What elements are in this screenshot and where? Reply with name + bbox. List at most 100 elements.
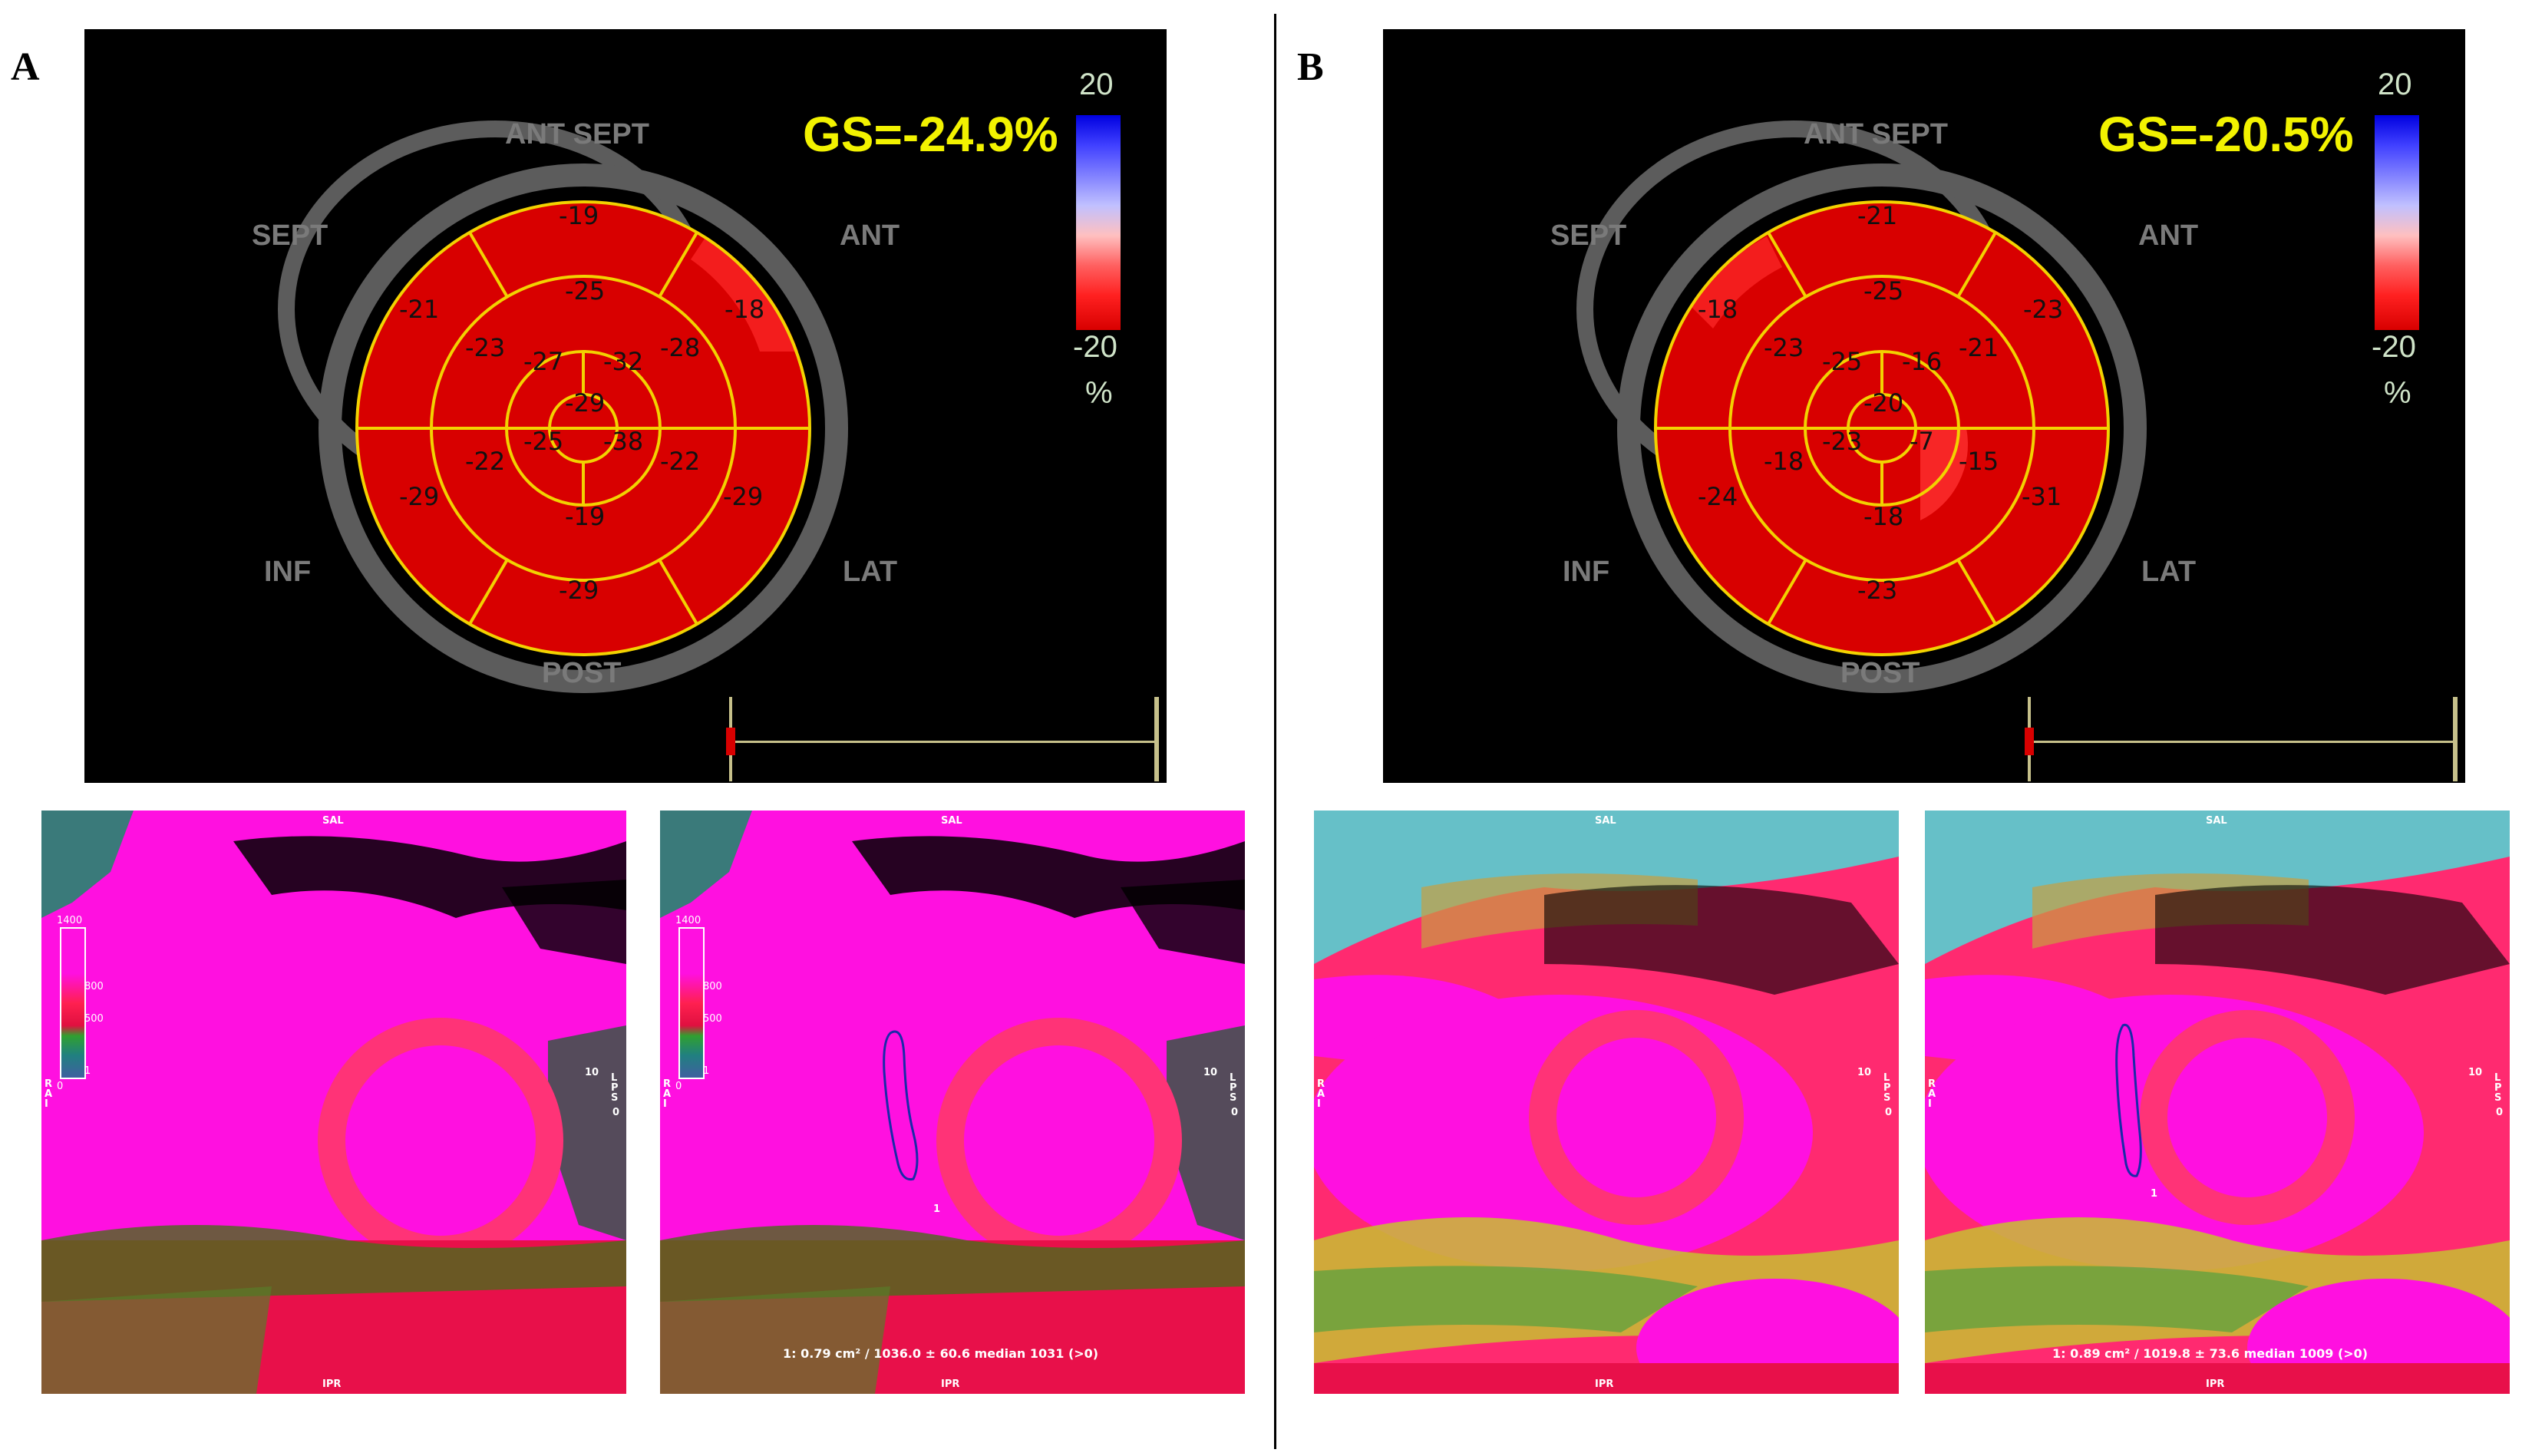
scale-bottom-label: -20: [1073, 330, 1117, 364]
map-right-number: 10: [1857, 1067, 1872, 1078]
t1-legend: [60, 927, 86, 1079]
segment-value: -21: [399, 295, 440, 324]
map-left-orientation: R A I: [1928, 1078, 1936, 1110]
legend-value: 1: [703, 1065, 710, 1077]
strain-color-scale: [2375, 115, 2419, 330]
t1-map-a-right: 1400 800 500 1 0 SAL IPR R A I 10 L P S …: [660, 811, 1245, 1394]
timeline-bar[interactable]: [2025, 697, 2458, 781]
scale-bottom-label: -20: [2372, 330, 2416, 364]
highlight-region: [1690, 236, 1782, 329]
roi-outline[interactable]: [883, 1030, 919, 1181]
segment-value: -21: [1857, 201, 1898, 230]
bullseye-panel-a: ANT SEPT SEPT ANT INF LAT POST GS=-24.9%…: [84, 29, 1167, 783]
map-right-zero: 0: [1231, 1107, 1239, 1118]
roi-outline[interactable]: [2115, 1023, 2142, 1177]
map-left-orientation: R A I: [45, 1078, 53, 1110]
segment-value-apex: -29: [565, 388, 606, 418]
timeline-bar[interactable]: [726, 697, 1159, 781]
roi-label: 1: [933, 1203, 941, 1215]
segment-value: -16: [1902, 347, 1943, 376]
panel-label-a: A: [11, 45, 40, 89]
map-right-number: 10: [2468, 1067, 2483, 1078]
label-lat: LAT: [2141, 556, 2197, 588]
map-left-orientation: R A I: [1317, 1078, 1325, 1110]
label-post: POST: [542, 657, 622, 689]
outer-ring: [319, 163, 848, 693]
scale-top-label: 20: [2378, 68, 2412, 101]
global-strain-value: GS=-20.5%: [2098, 107, 2354, 162]
map-right-number: 10: [1203, 1067, 1218, 1078]
segment-value: -24: [1698, 482, 1738, 511]
label-inf: INF: [264, 556, 312, 588]
legend-value: 1400: [57, 915, 83, 926]
segment-value: -32: [603, 347, 644, 376]
segment-value: -25: [565, 276, 606, 305]
segment-value: -25: [1822, 347, 1863, 376]
segment-value: -23: [1764, 333, 1804, 362]
map-right-orientation: L P S: [1883, 1072, 1891, 1104]
map-right-orientation: L P S: [1230, 1072, 1237, 1104]
segment-value: -22: [660, 447, 701, 476]
segment-value: -18: [1764, 447, 1804, 476]
segment-value: -19: [559, 201, 599, 230]
segment-value: -38: [603, 427, 644, 456]
segment-lines: [1654, 200, 2110, 656]
segment-value: -29: [559, 576, 599, 605]
bullseye-plot-b: [1576, 121, 2147, 693]
t1-map-a-left: 1400 800 500 1 0 SAL IPR R A I 10 L P S …: [41, 811, 626, 1394]
label-ant: ANT: [840, 220, 900, 252]
legend-value: 500: [84, 1013, 104, 1025]
map-top-label: SAL: [322, 815, 344, 827]
segment-value: -18: [725, 295, 765, 324]
label-sept: SEPT: [1550, 220, 1627, 252]
segment-value: -18: [1698, 295, 1738, 324]
segment-value: -29: [723, 482, 764, 511]
segment-value: -31: [2022, 482, 2062, 511]
label-ant-sept: ANT SEPT: [505, 118, 649, 150]
panel-label-b: B: [1297, 45, 1324, 89]
label-post: POST: [1840, 657, 1920, 689]
legend-value: 0: [57, 1081, 64, 1092]
label-inf: INF: [1563, 556, 1610, 588]
legend-value: 800: [84, 981, 104, 992]
bullseye-plot-a: [278, 121, 848, 693]
segment-value: -21: [1959, 333, 1999, 362]
segment-value: -29: [399, 482, 440, 511]
segment-value: -23: [1857, 576, 1898, 605]
roi-measurement: 1: 0.89 cm² / 1019.8 ± 73.6 median 1009 …: [2052, 1346, 2369, 1361]
map-top-label: SAL: [1595, 815, 1616, 827]
legend-value: 800: [703, 981, 722, 992]
segment-value: -15: [1959, 447, 1999, 476]
segment-value: -23: [2023, 295, 2064, 324]
scale-unit-label: %: [1085, 376, 1113, 410]
map-right-zero: 0: [612, 1107, 620, 1118]
timeline-marker[interactable]: [726, 728, 735, 755]
segment-value: -23: [1822, 427, 1863, 456]
segment-value: -7: [1910, 427, 1934, 456]
segment-value: -19: [565, 502, 606, 531]
segment-value: -18: [1863, 502, 1904, 531]
t1-map-b-left: SAL IPR R A I 10 L P S 0: [1314, 811, 1899, 1394]
label-sept: SEPT: [252, 220, 328, 252]
t1-map-image: [1925, 811, 2510, 1394]
map-right-orientation: L P S: [2494, 1072, 2502, 1104]
segment-value: -23: [465, 333, 506, 362]
scale-unit-label: %: [2384, 376, 2411, 410]
roi-label: 1: [2151, 1188, 2158, 1200]
legend-value: 1: [84, 1065, 91, 1077]
map-top-label: SAL: [2206, 815, 2227, 827]
map-right-orientation: L P S: [611, 1072, 619, 1104]
map-top-label: SAL: [941, 815, 962, 827]
map-left-orientation: R A I: [663, 1078, 672, 1110]
segment-value: -25: [523, 427, 564, 456]
t1-map-image: [41, 811, 626, 1394]
label-lat: LAT: [843, 556, 898, 588]
legend-value: 1400: [675, 915, 701, 926]
map-right-number: 10: [585, 1067, 599, 1078]
panel-divider: [1274, 14, 1276, 1449]
timeline-marker[interactable]: [2025, 728, 2034, 755]
segment-value: -27: [523, 347, 564, 376]
map-right-zero: 0: [1885, 1107, 1893, 1118]
bullseye-panel-b: ANT SEPT SEPT ANT INF LAT POST GS=-20.5%…: [1383, 29, 2465, 783]
strain-color-scale: [1076, 115, 1121, 330]
